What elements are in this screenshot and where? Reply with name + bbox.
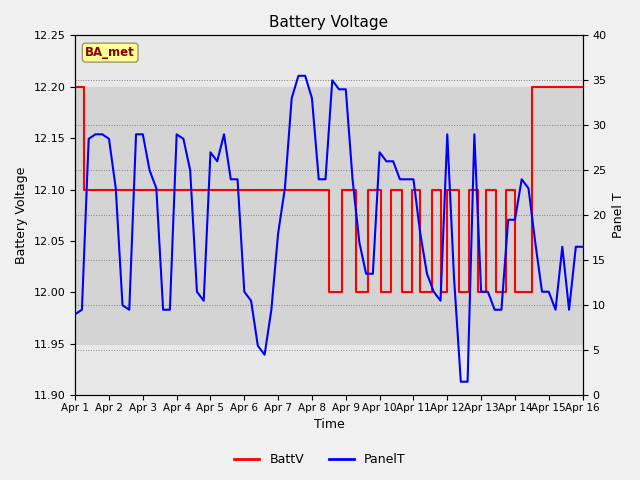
Legend: BattV, PanelT: BattV, PanelT (229, 448, 411, 471)
Text: BA_met: BA_met (85, 46, 135, 59)
X-axis label: Time: Time (314, 419, 344, 432)
Y-axis label: Battery Voltage: Battery Voltage (15, 167, 28, 264)
Bar (75, 87, 582, 344)
Title: Battery Voltage: Battery Voltage (269, 15, 388, 30)
Y-axis label: Panel T: Panel T (612, 192, 625, 238)
